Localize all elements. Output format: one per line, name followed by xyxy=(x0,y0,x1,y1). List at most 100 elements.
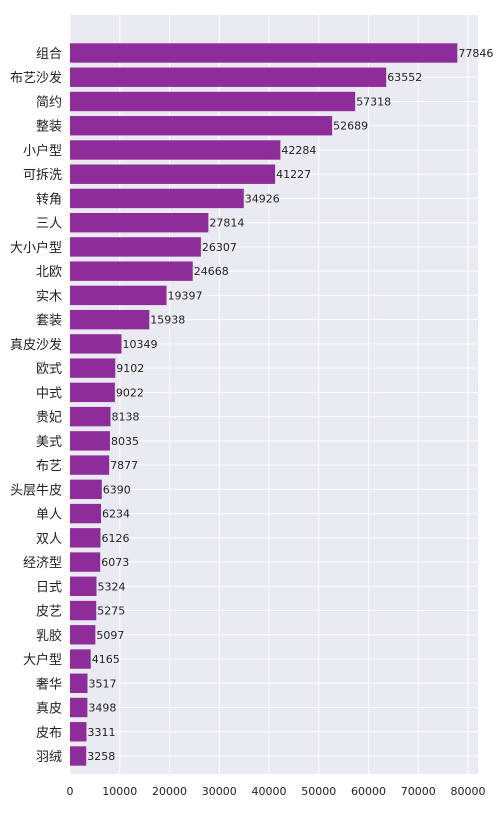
bar-value-label: 5275 xyxy=(97,605,125,618)
bar-value-label: 34926 xyxy=(245,192,280,205)
bar-value-label: 7877 xyxy=(110,459,138,472)
bar xyxy=(70,188,244,209)
bar xyxy=(70,649,91,669)
x-tick-label: 70000 xyxy=(401,785,436,798)
bar-value-label: 27814 xyxy=(209,217,244,230)
bar-value-label: 24668 xyxy=(194,265,229,278)
bar xyxy=(70,552,101,572)
y-tick-label: 简约 xyxy=(36,94,62,110)
bar-value-label: 8035 xyxy=(111,435,139,448)
bar-value-label: 6126 xyxy=(101,532,129,545)
bar xyxy=(70,334,122,354)
bar-value-label: 6390 xyxy=(103,483,131,496)
y-tick-label: 美式 xyxy=(36,435,62,450)
bar xyxy=(70,673,88,693)
bars-layer xyxy=(70,43,458,766)
bar-value-label: 8138 xyxy=(111,411,139,424)
y-tick-label: 贵妃 xyxy=(36,411,62,426)
bar-value-label: 15938 xyxy=(150,314,185,327)
bar xyxy=(70,212,209,233)
y-tick-label: 皮艺 xyxy=(36,605,62,620)
bar xyxy=(70,528,101,548)
bar xyxy=(70,164,276,184)
y-tick-label: 头层牛皮 xyxy=(10,483,62,498)
bar xyxy=(70,746,87,766)
y-tick-label: 整装 xyxy=(36,120,62,135)
bar-value-label: 4165 xyxy=(92,653,120,666)
bar xyxy=(70,237,201,257)
bar xyxy=(70,358,116,378)
bar xyxy=(70,140,281,160)
y-tick-label: 三人 xyxy=(36,217,62,232)
bar-value-label: 5324 xyxy=(97,580,125,593)
bar-value-label: 3517 xyxy=(88,677,116,690)
bar-value-label: 6234 xyxy=(102,508,130,521)
y-tick-label: 大小户型 xyxy=(10,240,62,256)
y-tick-label: 组合 xyxy=(36,47,62,62)
bar xyxy=(70,503,102,524)
y-tick-label: 乳胶 xyxy=(36,628,62,644)
bar-value-label: 42284 xyxy=(281,144,316,157)
y-tick-label: 布艺 xyxy=(36,459,62,474)
x-tick-label: 50000 xyxy=(301,785,336,798)
y-tick-label: 大户型 xyxy=(23,652,62,668)
x-tick-label: 30000 xyxy=(202,785,237,798)
bar-value-label: 6073 xyxy=(101,556,129,569)
axis-layer: 0 10000 20000 30000 40000 50000 60000 70000 8000… xyxy=(10,47,486,798)
y-tick-label: 经济型 xyxy=(23,556,62,571)
bar xyxy=(70,722,87,742)
bar-value-label: 3258 xyxy=(87,750,115,763)
y-tick-label: 转角 xyxy=(36,192,62,207)
y-tick-label: 真皮沙发 xyxy=(10,337,62,353)
bar xyxy=(70,285,167,306)
bar-value-label: 10349 xyxy=(122,338,157,351)
bar-value-label: 77846 xyxy=(458,47,493,60)
y-tick-label: 小户型 xyxy=(23,143,62,159)
bar-value-label: 26307 xyxy=(202,241,237,254)
y-tick-label: 双人 xyxy=(36,532,62,547)
x-tick-label: 0 xyxy=(67,785,74,798)
bar xyxy=(70,576,97,597)
bar xyxy=(70,67,387,87)
x-tick-label: 60000 xyxy=(351,785,386,798)
bar xyxy=(70,600,97,621)
bar-value-label: 5097 xyxy=(96,629,124,642)
y-tick-label: 皮布 xyxy=(36,726,62,741)
bar-value-label: 19397 xyxy=(168,289,203,302)
bar-value-label: 3311 xyxy=(87,726,115,739)
y-tick-label: 北欧 xyxy=(36,265,62,280)
bar xyxy=(70,697,88,718)
y-tick-label: 布艺沙发 xyxy=(10,70,62,86)
bar xyxy=(70,43,458,63)
bar xyxy=(70,625,96,645)
x-tick-label: 40000 xyxy=(252,785,287,798)
y-tick-label: 套装 xyxy=(36,313,62,329)
bar-value-label: 3498 xyxy=(88,702,116,715)
y-tick-label: 实木 xyxy=(36,289,62,304)
y-tick-label: 羽绒 xyxy=(36,750,62,765)
y-tick-label: 奢华 xyxy=(36,677,62,692)
bar xyxy=(70,382,115,403)
y-tick-label: 可拆洗 xyxy=(23,168,62,183)
y-tick-label: 日式 xyxy=(36,580,62,595)
bar xyxy=(70,91,356,112)
bar-value-label: 52689 xyxy=(333,120,368,133)
bar xyxy=(70,261,193,281)
bar-value-label: 57318 xyxy=(356,95,391,108)
bar xyxy=(70,431,110,451)
labels-layer: 77846 63552 57318 52689 42284 41227 3492627814… xyxy=(87,47,493,763)
bar-value-label: 63552 xyxy=(387,71,422,84)
x-tick-label: 80000 xyxy=(451,785,486,798)
bar-value-label: 41227 xyxy=(276,168,311,181)
bar xyxy=(70,406,111,427)
y-tick-label: 真皮 xyxy=(36,702,62,717)
bar xyxy=(70,309,150,330)
y-tick-label: 单人 xyxy=(36,508,62,523)
bar-value-label: 9102 xyxy=(116,362,144,375)
y-tick-label: 欧式 xyxy=(36,362,62,377)
bar xyxy=(70,116,333,136)
bar xyxy=(70,455,110,475)
x-tick-label: 10000 xyxy=(102,785,137,798)
